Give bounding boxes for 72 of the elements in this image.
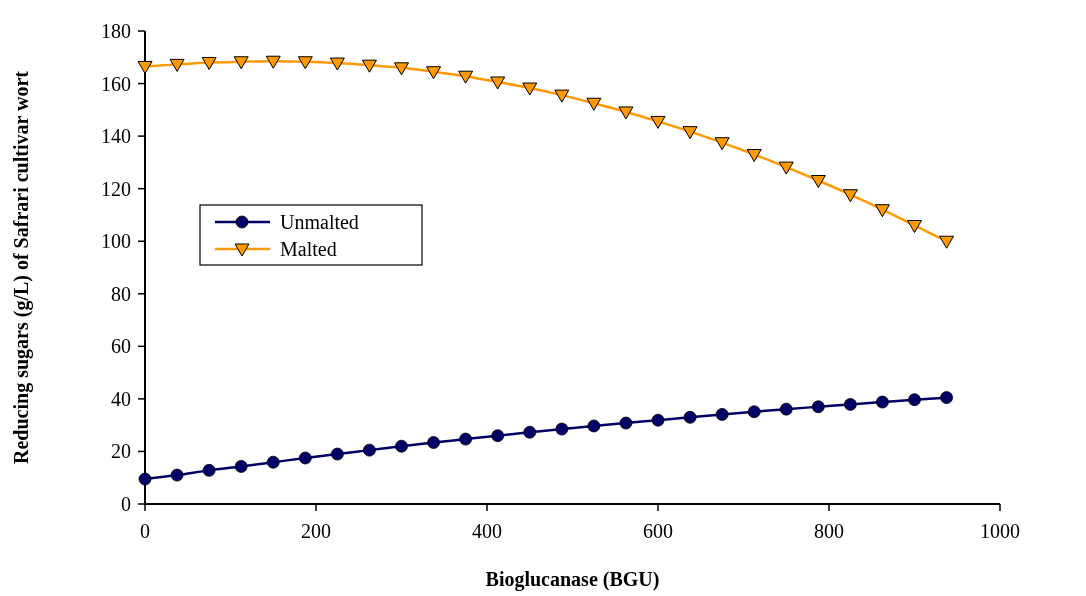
point bbox=[427, 436, 440, 449]
y-tick-label: 180 bbox=[101, 20, 131, 42]
point bbox=[747, 405, 761, 419]
point bbox=[490, 76, 506, 90]
x-tick-label: 800 bbox=[814, 520, 844, 542]
point bbox=[876, 395, 889, 409]
point bbox=[939, 235, 955, 249]
point bbox=[266, 455, 280, 469]
point bbox=[779, 402, 793, 416]
point bbox=[587, 419, 601, 433]
point bbox=[459, 432, 473, 446]
legend-label: Unmalted bbox=[280, 211, 359, 233]
point bbox=[202, 463, 216, 477]
point bbox=[940, 391, 953, 404]
x-tick-label: 600 bbox=[643, 520, 673, 542]
point bbox=[619, 416, 633, 430]
point bbox=[329, 57, 345, 71]
y-tick-label: 100 bbox=[101, 230, 131, 253]
point bbox=[297, 56, 313, 70]
y-tick-label: 0 bbox=[121, 493, 131, 515]
point bbox=[234, 460, 248, 473]
point bbox=[842, 189, 858, 203]
point bbox=[746, 149, 762, 163]
y-tick-label: 120 bbox=[101, 177, 131, 200]
y-axis-title: Reducing sugars (g/L) of Safrari cultivar wort bbox=[10, 70, 33, 464]
point bbox=[618, 106, 634, 120]
point bbox=[715, 407, 729, 421]
point bbox=[586, 97, 602, 111]
y-tick-label: 160 bbox=[101, 72, 131, 95]
point bbox=[138, 472, 152, 486]
point bbox=[522, 82, 538, 96]
point bbox=[810, 175, 826, 189]
point bbox=[491, 429, 505, 443]
point bbox=[298, 451, 312, 465]
point bbox=[682, 126, 698, 140]
point bbox=[458, 70, 474, 84]
y-tick-label: 60 bbox=[111, 335, 131, 358]
point bbox=[169, 58, 185, 72]
point bbox=[395, 439, 408, 453]
point bbox=[170, 468, 184, 482]
point bbox=[811, 400, 825, 414]
x-tick-label: 1000 bbox=[980, 520, 1020, 542]
point bbox=[778, 161, 794, 175]
point bbox=[650, 115, 666, 129]
x-tick-label: 200 bbox=[301, 520, 331, 542]
point bbox=[554, 89, 570, 103]
point bbox=[361, 59, 377, 73]
point bbox=[394, 62, 409, 76]
point bbox=[651, 413, 665, 427]
point bbox=[908, 393, 921, 407]
point bbox=[523, 425, 537, 439]
point bbox=[265, 55, 281, 69]
x-tick-label: 400 bbox=[472, 520, 502, 542]
point bbox=[874, 204, 890, 218]
y-tick-label: 140 bbox=[101, 125, 131, 148]
point bbox=[843, 398, 857, 411]
point bbox=[907, 219, 922, 233]
y-tick-label: 20 bbox=[111, 440, 131, 463]
x-tick-label: 0 bbox=[140, 520, 150, 542]
point bbox=[555, 422, 569, 436]
point bbox=[201, 57, 217, 71]
point bbox=[233, 56, 249, 70]
point bbox=[330, 447, 344, 461]
point bbox=[426, 66, 442, 80]
legend-label: Malted bbox=[280, 238, 337, 260]
y-tick-label: 80 bbox=[111, 282, 131, 305]
point bbox=[683, 410, 697, 424]
point bbox=[137, 60, 153, 74]
point bbox=[363, 443, 376, 457]
y-tick-label: 40 bbox=[111, 387, 131, 410]
point bbox=[714, 137, 730, 151]
x-axis-title: Bioglucanase (BGU) bbox=[485, 568, 660, 591]
